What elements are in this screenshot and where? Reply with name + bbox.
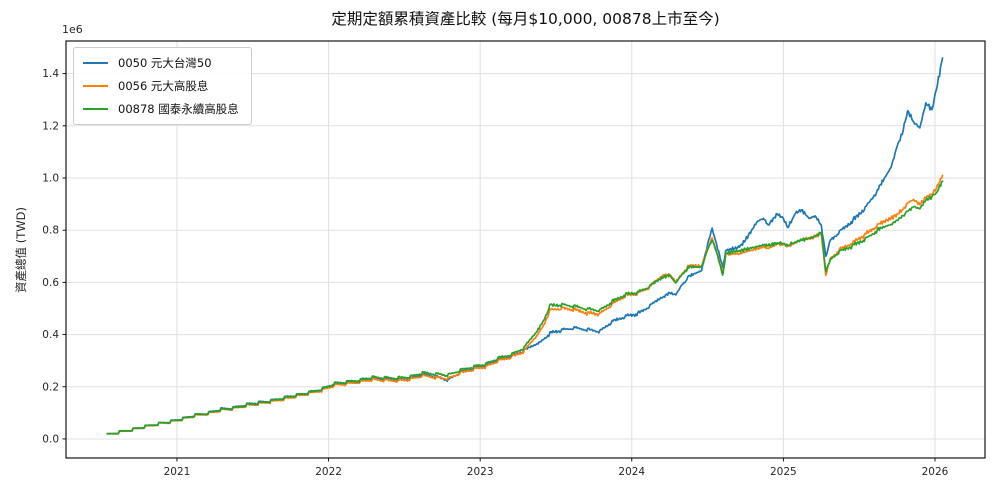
legend-line-swatch: [83, 85, 108, 87]
x-tick-label: 2021: [164, 466, 191, 478]
y-tick-label: 1.0: [42, 172, 59, 184]
x-tick-label: 2026: [922, 466, 949, 478]
legend-label: 00878 國泰永續高股息: [118, 102, 239, 116]
legend-label: 0056 元大高股息: [118, 79, 209, 93]
series-line-00878: [106, 180, 944, 435]
y-axis-label: 資產總值 (TWD): [14, 207, 28, 293]
x-tick-label: 2023: [467, 466, 494, 478]
y-tick-label: 0.8: [42, 225, 59, 237]
y-tick-label: 0.0: [42, 433, 59, 445]
x-tick-label: 2025: [770, 466, 797, 478]
legend-line-swatch: [83, 62, 108, 64]
plot-border: [65, 40, 986, 459]
legend-item-00878: 00878 國泰永續高股息: [83, 101, 239, 117]
legend-label: 0050 元大台灣50: [118, 56, 212, 70]
x-tick-label: 2024: [618, 466, 645, 478]
legend-item-0050: 0050 元大台灣50: [83, 55, 239, 71]
y-tick-label: 0.6: [42, 277, 59, 289]
legend-item-0056: 0056 元大高股息: [83, 78, 239, 94]
series-line-0056: [106, 174, 944, 435]
y-axis-offset-label: 1e6: [62, 23, 83, 36]
y-tick-label: 1.4: [42, 68, 59, 80]
y-tick-label: 0.2: [42, 381, 59, 393]
legend-line-swatch: [83, 108, 108, 110]
y-tick-label: 1.2: [42, 120, 59, 132]
y-tick-label: 0.4: [42, 329, 59, 341]
x-tick-label: 2022: [315, 466, 342, 478]
chart-title: 定期定額累積資產比較 (每月$10,000, 00878上市至今): [331, 10, 720, 28]
legend: 0050 元大台灣50 0056 元大高股息 00878 國泰永續高股息: [73, 47, 252, 125]
